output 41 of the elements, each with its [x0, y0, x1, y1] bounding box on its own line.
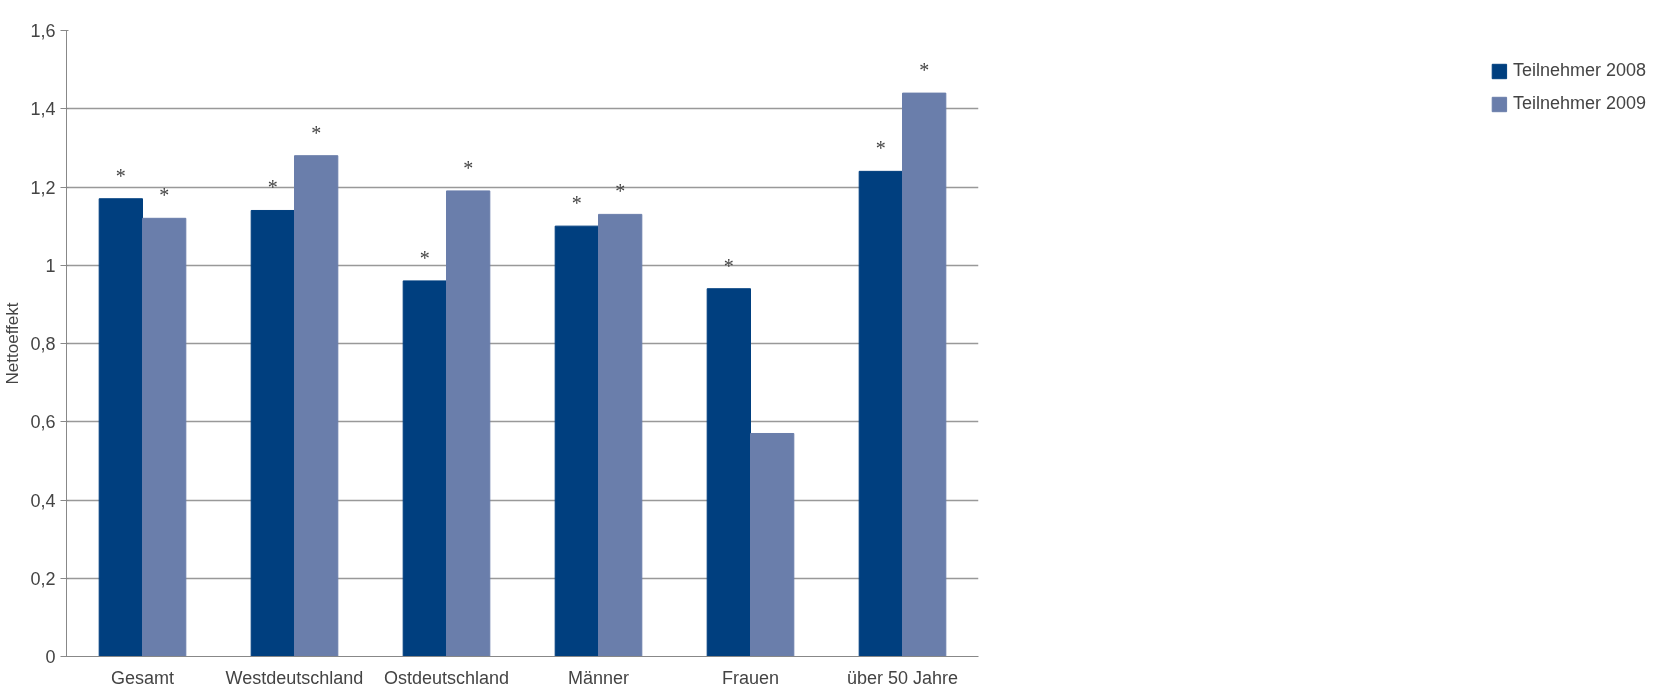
data-label: * [723, 254, 734, 277]
bar [446, 190, 491, 657]
data-label: * [311, 121, 322, 144]
y-tick-label: 1,2 [30, 177, 56, 198]
y-tick-label: 1,4 [30, 99, 56, 120]
y-tick-label: 0,2 [30, 568, 56, 589]
bar [750, 432, 795, 657]
bar [858, 170, 903, 657]
bar [706, 288, 751, 657]
x-tick-label: Gesamt [110, 667, 175, 688]
bar [598, 213, 643, 657]
y-tick-label: 1,6 [30, 21, 56, 41]
bar [250, 209, 295, 657]
data-label: * [919, 59, 930, 82]
legend-label: Teilnehmer 2009 [1512, 93, 1646, 114]
data-label: * [615, 180, 626, 203]
data-label: * [419, 246, 430, 269]
data-label: * [159, 184, 170, 207]
bar [902, 92, 947, 657]
data-label: * [875, 137, 886, 160]
x-tick-label: über 50 Jahre [846, 667, 959, 688]
x-tick-label: Westdeutschland [225, 667, 364, 688]
data-label: * [267, 176, 278, 199]
bar [554, 225, 599, 657]
bar [98, 198, 143, 657]
bar [402, 280, 447, 657]
x-tick-label: Frauen [721, 667, 780, 688]
y-tick-label: 0,4 [30, 490, 56, 511]
y-axis-title: Nettoeffekt [3, 302, 23, 385]
y-tick-label: 1 [45, 255, 56, 276]
x-tick-label: Ostdeutschland [383, 667, 510, 688]
data-label: * [571, 192, 582, 215]
y-tick-label: 0 [45, 647, 56, 667]
data-label: * [463, 156, 474, 179]
y-tick-label: 0,8 [30, 334, 56, 354]
bar [142, 217, 187, 657]
legend-label: Teilnehmer 2008 [1512, 60, 1646, 81]
x-tick-label: Männer [567, 667, 630, 688]
data-label: * [115, 164, 126, 187]
y-tick-label: 0,6 [30, 412, 56, 433]
bar [294, 155, 339, 657]
